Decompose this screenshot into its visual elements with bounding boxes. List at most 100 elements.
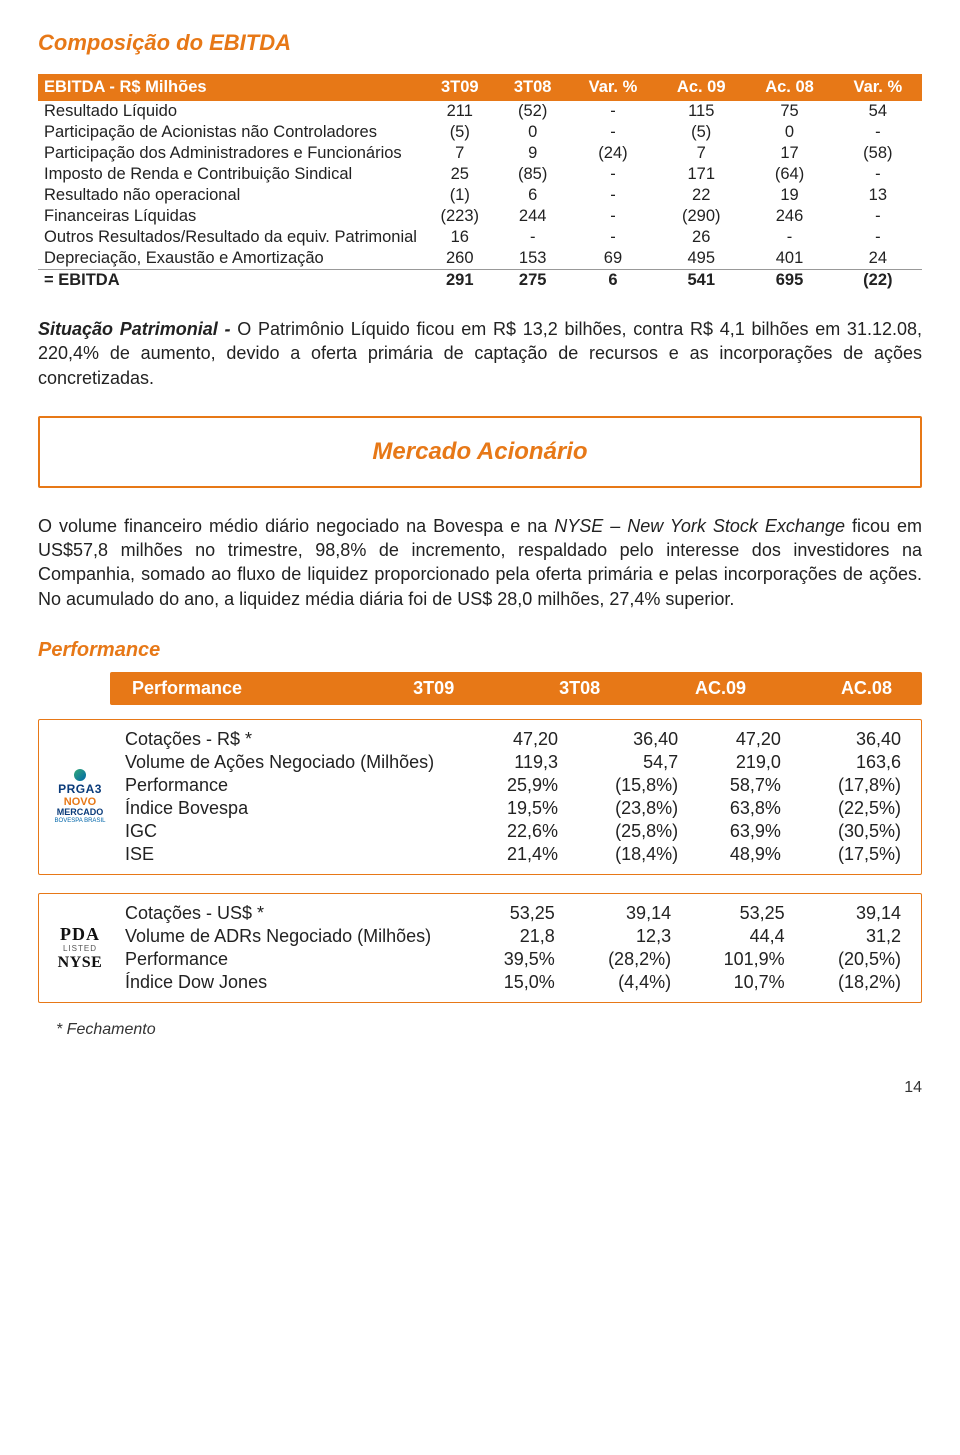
table-cell: 171 (657, 164, 745, 185)
table-cell: 75 (745, 101, 833, 122)
table-cell: 48,9% (688, 843, 791, 866)
table-cell: (22,5%) (791, 797, 911, 820)
table-cell: 211 (423, 101, 497, 122)
table-cell: 25,9% (465, 774, 568, 797)
th: Ac. 08 (745, 74, 833, 101)
th: Ac. 09 (657, 74, 745, 101)
table-cell: Depreciação, Exaustão e Amortização (38, 248, 423, 270)
table-cell: 541 (657, 270, 745, 292)
logo-line: PDA (45, 925, 115, 945)
table-cell: Cotações - US$ * (115, 902, 465, 925)
table-cell: 6 (569, 270, 657, 292)
table-cell: 13 (834, 185, 922, 206)
table-cell: Performance (115, 948, 465, 971)
footnote: * Fechamento (56, 1021, 922, 1039)
table-cell: 101,9% (681, 948, 795, 971)
table-cell: 153 (497, 248, 569, 270)
table-cell: 275 (497, 270, 569, 292)
mercado-banner-text: Mercado Acionário (372, 438, 587, 465)
table-cell: (52) (497, 101, 569, 122)
table-cell: - (497, 227, 569, 248)
table-cell: 163,6 (791, 751, 911, 774)
perf-table-bovespa: Cotações - R$ *47,2036,4047,2036,40Volum… (115, 728, 911, 866)
table-cell: 9 (497, 143, 569, 164)
th: 3T09 (423, 74, 497, 101)
table-cell: - (834, 122, 922, 143)
table-cell: (18,2%) (795, 971, 911, 994)
th: EBITDA - R$ Milhões (38, 74, 423, 101)
table-cell: 21,4% (465, 843, 568, 866)
section-heading-ebitda: Composição do EBITDA (38, 30, 922, 56)
th: Var. % (834, 74, 922, 101)
table-cell: Participação dos Administradores e Funci… (38, 143, 423, 164)
table-cell: 495 (657, 248, 745, 270)
table-cell: (20,5%) (795, 948, 911, 971)
table-cell: 39,5% (465, 948, 565, 971)
table-cell: 22 (657, 185, 745, 206)
perf-header-col: AC.09 (622, 678, 768, 699)
table-cell: Volume de ADRs Negociado (Milhões) (115, 925, 465, 948)
logo-line: PRGA3 (45, 783, 115, 796)
table-cell: Índice Bovespa (115, 797, 465, 820)
table-cell: (30,5%) (791, 820, 911, 843)
table-cell: 31,2 (795, 925, 911, 948)
table-cell: - (569, 101, 657, 122)
perf-header-col: 3T09 (330, 678, 476, 699)
table-cell: (64) (745, 164, 833, 185)
table-cell: 291 (423, 270, 497, 292)
table-cell: - (569, 164, 657, 185)
table-cell: 39,14 (565, 902, 681, 925)
table-cell: 115 (657, 101, 745, 122)
table-cell: IGC (115, 820, 465, 843)
table-cell: Imposto de Renda e Contribuição Sindical (38, 164, 423, 185)
table-cell: - (569, 206, 657, 227)
table-cell: 15,0% (465, 971, 565, 994)
table-cell: 244 (497, 206, 569, 227)
table-cell: - (834, 164, 922, 185)
th: 3T08 (497, 74, 569, 101)
table-cell: 260 (423, 248, 497, 270)
perf-header-label: Performance (118, 678, 330, 699)
table-cell: Performance (115, 774, 465, 797)
table-cell: 246 (745, 206, 833, 227)
table-cell: 47,20 (465, 728, 568, 751)
table-cell: 6 (497, 185, 569, 206)
table-cell: 36,40 (791, 728, 911, 751)
table-cell: 7 (423, 143, 497, 164)
mercado-paragraph: O volume financeiro médio diário negocia… (38, 514, 922, 611)
table-cell: Índice Dow Jones (115, 971, 465, 994)
table-cell: Financeiras Líquidas (38, 206, 423, 227)
table-cell: Volume de Ações Negociado (Milhões) (115, 751, 465, 774)
logo-line: LISTED (45, 945, 115, 954)
nyse-logo: PDA LISTED NYSE (45, 925, 115, 971)
table-cell: 53,25 (681, 902, 795, 925)
table-cell: 44,4 (681, 925, 795, 948)
table-cell: (85) (497, 164, 569, 185)
table-cell: (5) (657, 122, 745, 143)
table-cell: 47,20 (688, 728, 791, 751)
table-cell: 12,3 (565, 925, 681, 948)
para2-a: O volume financeiro médio diário negocia… (38, 516, 554, 536)
table-cell: 63,9% (688, 820, 791, 843)
perf-block-nyse: PDA LISTED NYSE Cotações - US$ *53,2539,… (38, 893, 922, 1003)
table-cell: (223) (423, 206, 497, 227)
table-cell: 0 (497, 122, 569, 143)
bovespa-logo: PRGA3 NOVO MERCADO BOVESPA BRASIL (45, 769, 115, 825)
situacao-paragraph: Situação Patrimonial - O Patrimônio Líqu… (38, 317, 922, 390)
table-cell: (1) (423, 185, 497, 206)
ebitda-table: EBITDA - R$ Milhões 3T09 3T08 Var. % Ac.… (38, 74, 922, 291)
table-cell: Outros Resultados/Resultado da equiv. Pa… (38, 227, 423, 248)
table-cell: Participação de Acionistas não Controlad… (38, 122, 423, 143)
table-cell: (22) (834, 270, 922, 292)
table-cell: 17 (745, 143, 833, 164)
table-cell: 58,7% (688, 774, 791, 797)
table-cell: 26 (657, 227, 745, 248)
table-cell: 39,14 (795, 902, 911, 925)
table-cell: (24) (569, 143, 657, 164)
table-cell: 24 (834, 248, 922, 270)
para2-b: NYSE – New York Stock Exchange (554, 516, 845, 536)
table-cell: = EBITDA (38, 270, 423, 292)
table-cell: 36,40 (568, 728, 688, 751)
logo-line: BOVESPA BRASIL (45, 818, 115, 825)
table-cell: 7 (657, 143, 745, 164)
